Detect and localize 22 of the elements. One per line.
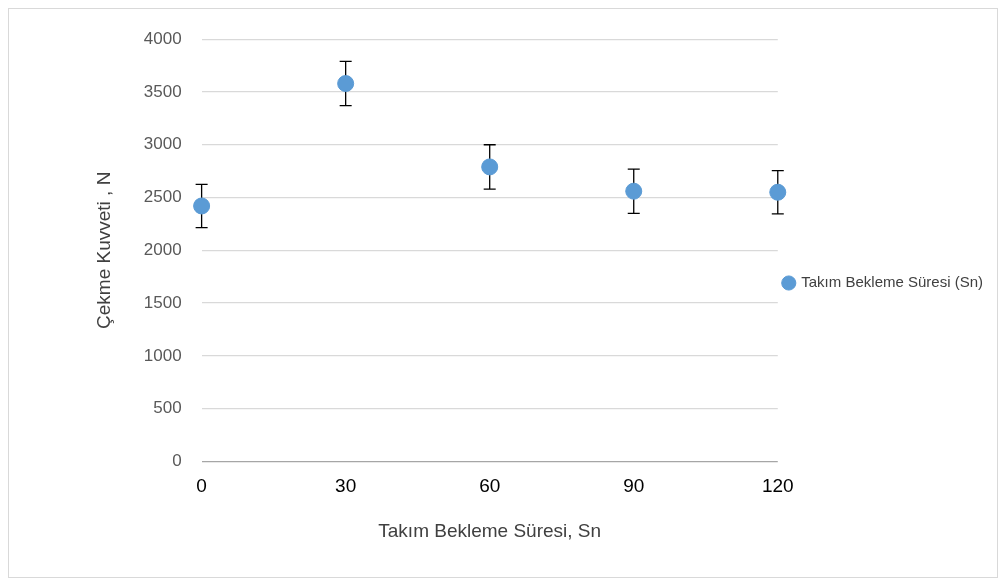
y-tick-label: 3500 xyxy=(143,81,182,101)
x-tick-label: 0 xyxy=(196,475,207,497)
y-tick-label: 2500 xyxy=(143,187,182,207)
x-tick-label: 120 xyxy=(761,475,794,497)
y-axis-title: Çekme Kuvveti , N xyxy=(92,171,114,329)
y-tick-label: 2000 xyxy=(143,239,182,259)
point xyxy=(337,75,355,93)
point xyxy=(625,182,643,200)
y-tick-label: 1500 xyxy=(143,292,182,312)
x-tick-label: 30 xyxy=(335,475,357,497)
y-tick-label: 0 xyxy=(172,451,182,471)
point xyxy=(193,197,211,215)
x-axis-title: Takım Bekleme Süresi, Sn xyxy=(378,519,602,541)
y-tick-label: 4000 xyxy=(143,28,182,48)
legend-label: Takım Bekleme Süresi (Sn) xyxy=(801,273,984,291)
point xyxy=(481,158,499,176)
point xyxy=(769,183,787,201)
y-tick-label: 500 xyxy=(153,398,182,418)
y-tick-label: 1000 xyxy=(143,345,182,365)
x-tick-label: 90 xyxy=(623,475,645,497)
x-tick-label: 60 xyxy=(479,475,501,497)
y-tick-label: 3000 xyxy=(143,134,182,154)
